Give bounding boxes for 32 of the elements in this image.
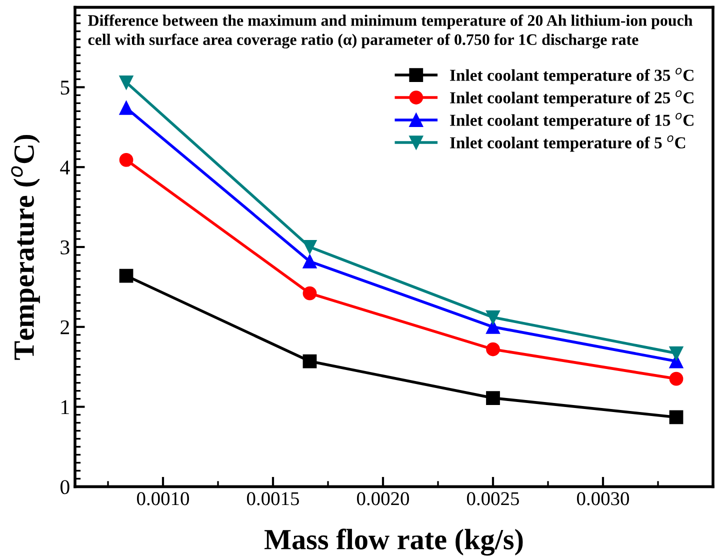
y-tick-label: 1 — [62, 400, 69, 414]
legend-label: Inlet coolant temperature of 25 $^{o}$C — [450, 90, 694, 107]
y-tick-label: 2 — [60, 320, 69, 334]
y-tick-label: 4 — [60, 160, 70, 174]
point — [302, 286, 317, 300]
point — [302, 240, 317, 254]
x-tick-label: 0.0010 — [137, 492, 189, 506]
y-tick-label: 3 — [60, 240, 70, 254]
legend-label: Inlet coolant temperature of 5 $^{o}$C — [450, 135, 686, 152]
point — [302, 254, 317, 268]
point — [119, 75, 134, 90]
x-tick-label: 0.0015 — [247, 492, 299, 506]
point — [119, 152, 134, 167]
x-tick-label: 0.0020 — [357, 492, 409, 506]
point — [486, 310, 500, 324]
point — [669, 410, 684, 424]
x-axis-title: Mass flow rate (kg/s) — [264, 528, 523, 556]
legend-label: Inlet coolant temperature of 15 $^{o}$C — [450, 112, 694, 130]
point — [119, 268, 134, 283]
legend-label: Inlet coolant temperature of 35 $^{o}$C — [450, 68, 694, 84]
point — [302, 354, 317, 368]
x-tick-label: 0.0025 — [467, 492, 519, 506]
point — [486, 391, 500, 405]
point — [669, 372, 684, 386]
text: Difference between the maximum and minimum temperature of 20 Ah lithium-ion pouch cell with surface area coverage ratio (α) parameter of 0.750 for 1C discharge rate — [88, 14, 693, 48]
y-axis-title: Temperature ($^{o}$C) — [11, 135, 40, 360]
y-tick-label: 5 — [60, 80, 70, 95]
x-tick-label: 0.0030 — [577, 492, 629, 506]
point — [669, 346, 684, 360]
point — [486, 342, 500, 356]
y-tick-label: 0 — [60, 480, 70, 494]
point — [119, 101, 134, 115]
